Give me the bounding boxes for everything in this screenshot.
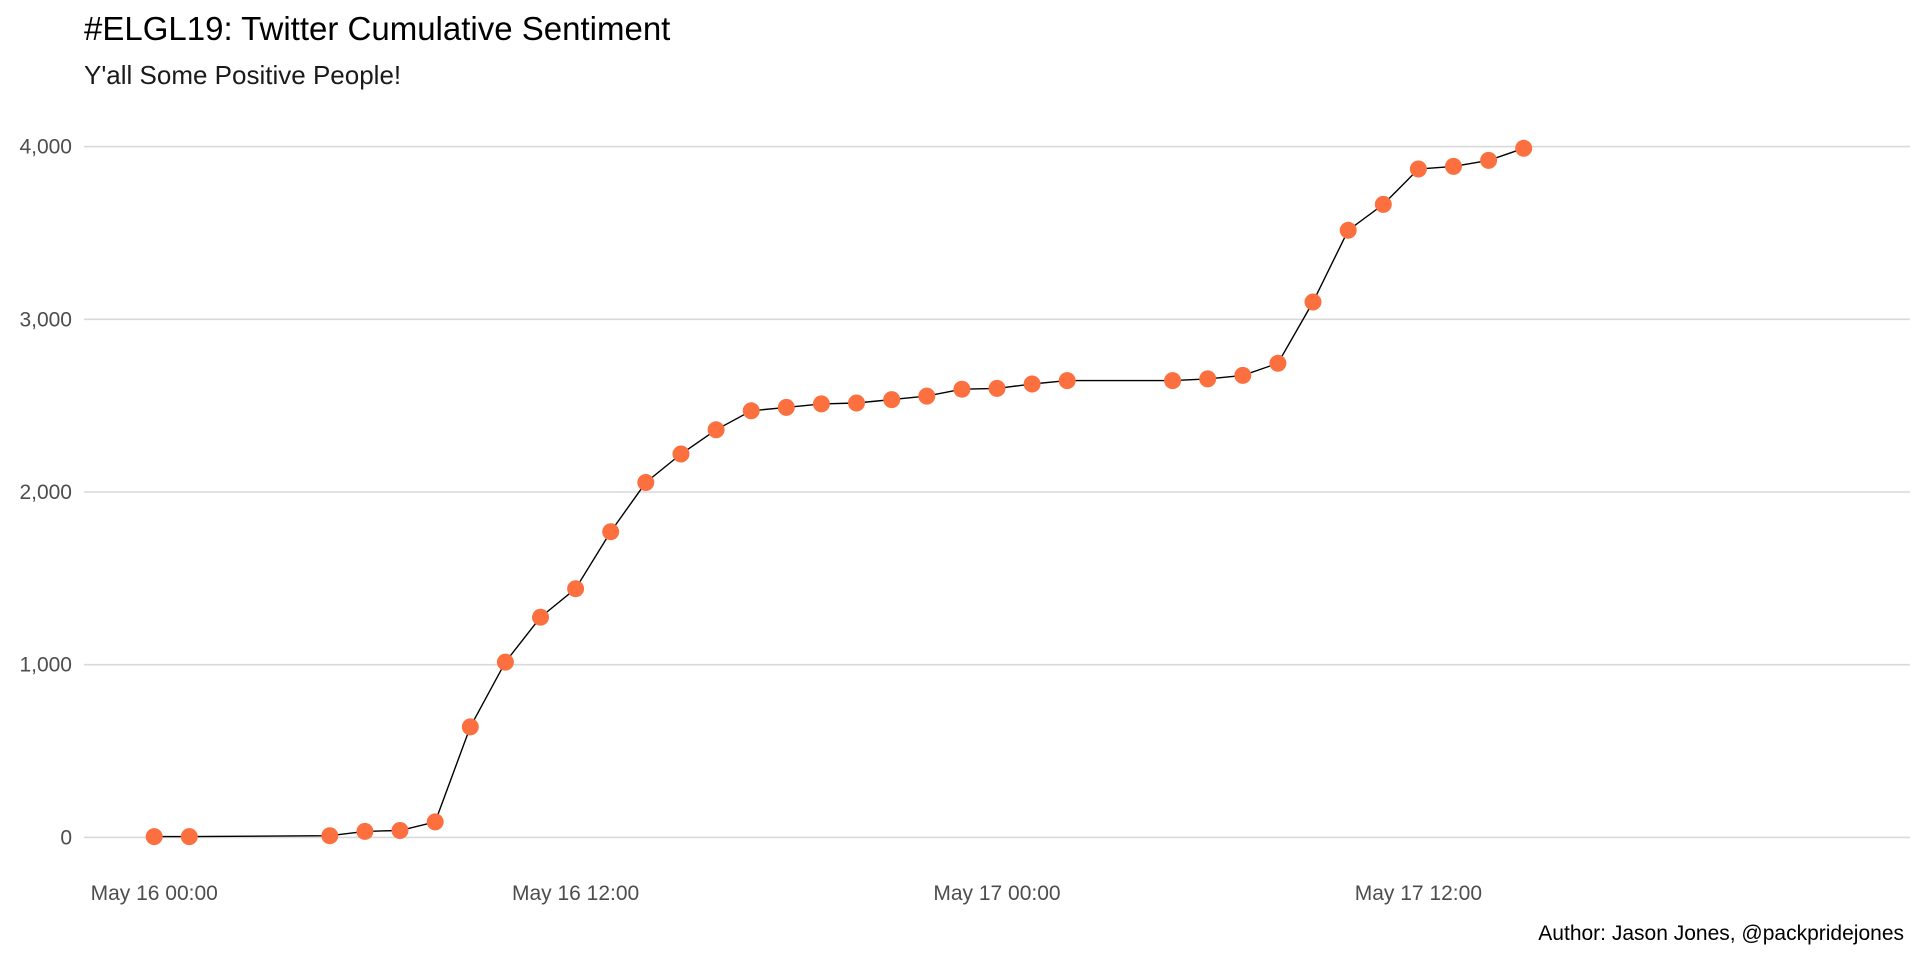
chart-caption: Author: Jason Jones, @packpridejones	[1538, 922, 1904, 945]
chart-subtitle: Y'all Some Positive People!	[84, 60, 401, 90]
data-point	[1374, 195, 1392, 213]
data-point	[356, 822, 374, 840]
data-point	[1164, 372, 1182, 390]
data-point	[777, 398, 795, 416]
data-point	[1023, 375, 1041, 393]
data-point	[1058, 372, 1076, 390]
data-point	[1480, 151, 1498, 169]
data-point	[672, 445, 690, 463]
data-point	[321, 827, 339, 845]
data-point	[1409, 160, 1427, 178]
data-point	[883, 391, 901, 409]
series-cumulative-sentiment	[145, 139, 1533, 846]
x-tick-label: May 17 00:00	[933, 882, 1060, 905]
y-tick-label: 0	[60, 826, 72, 849]
x-axis: May 16 00:00 May 16 12:00 May 17 00:00 May …	[91, 882, 1482, 905]
data-point	[391, 822, 409, 839]
data-point	[496, 653, 514, 671]
data-point	[1339, 221, 1357, 239]
data-point	[988, 379, 1006, 397]
data-point	[426, 813, 444, 831]
data-point	[1304, 293, 1322, 311]
data-point	[848, 394, 865, 412]
data-point	[567, 580, 585, 598]
y-tick-label: 3,000	[19, 308, 72, 331]
data-point	[918, 387, 936, 405]
y-tick-label: 4,000	[19, 136, 72, 159]
data-point	[637, 474, 655, 491]
data-point	[1445, 157, 1462, 175]
data-point	[742, 402, 760, 420]
data-point	[461, 718, 479, 736]
chart-title: #ELGL19: Twitter Cumulative Sentiment	[84, 10, 670, 47]
data-point	[1234, 366, 1252, 384]
data-point	[532, 608, 549, 626]
x-tick-label: May 17 12:00	[1355, 882, 1482, 905]
data-point	[180, 828, 198, 846]
x-tick-label: May 16 00:00	[91, 882, 218, 905]
data-point	[707, 421, 725, 439]
x-tick-label: May 16 12:00	[512, 882, 639, 905]
data-point	[953, 380, 971, 398]
data-point	[1515, 139, 1533, 157]
y-gridlines	[84, 145, 1910, 839]
data-point	[145, 828, 163, 846]
data-point	[602, 523, 620, 541]
data-point	[812, 395, 830, 413]
data-point	[1269, 354, 1287, 372]
data-point	[1199, 370, 1217, 388]
y-tick-label: 2,000	[19, 481, 72, 504]
y-tick-label: 1,000	[19, 654, 72, 677]
y-axis: 0 1,000 2,000 3,000 4,000	[19, 136, 72, 850]
